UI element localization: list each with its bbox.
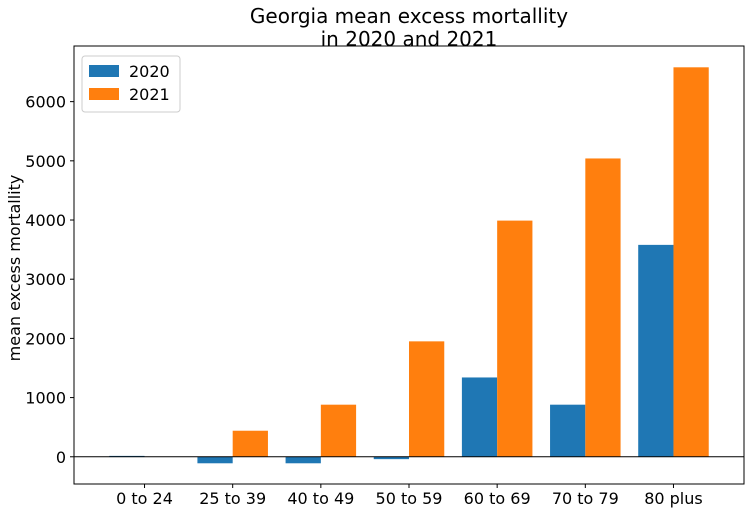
x-tick-label: 60 to 69 — [464, 489, 531, 508]
bar-2021-60-to-69 — [497, 221, 532, 457]
y-tick-label: 2000 — [25, 329, 66, 348]
bar-2020-60-to-69 — [462, 377, 497, 456]
legend-swatch-2020 — [89, 65, 119, 77]
bar-2020-40-to-49 — [286, 457, 321, 464]
bar-2021-80-plus — [673, 67, 708, 456]
y-tick-label: 4000 — [25, 211, 66, 230]
y-tick-label: 1000 — [25, 389, 66, 408]
plot-area: 0 1000 2000 3000 4000 5000 6000 0 to 24 25 to 39… — [25, 46, 744, 508]
bar-2021-50-to-59 — [409, 341, 444, 456]
chart-title-line2: in 2020 and 2021 — [321, 27, 498, 51]
bar-2021-40-to-49 — [321, 405, 356, 457]
bar-2021-70-to-79 — [585, 158, 620, 456]
legend-label-2020: 2020 — [129, 62, 170, 81]
legend-label-2021: 2021 — [129, 85, 170, 104]
y-tick-label: 3000 — [25, 270, 66, 289]
x-tick-label: 40 to 49 — [287, 489, 354, 508]
x-tick-label: 70 to 79 — [552, 489, 619, 508]
x-tick-label: 50 to 59 — [376, 489, 443, 508]
bar-2020-80-plus — [638, 245, 673, 457]
y-tick-label: 0 — [56, 448, 66, 467]
y-tick-label: 6000 — [25, 93, 66, 112]
bar-2021-25-to-39 — [233, 431, 268, 457]
bar-2020-25-to-39 — [197, 457, 232, 464]
x-tick-label: 80 plus — [644, 489, 703, 508]
y-tick-label: 5000 — [25, 152, 66, 171]
y-axis-label: mean excess mortallity — [5, 175, 24, 362]
legend-swatch-2021 — [89, 88, 119, 100]
bar-2020-70-to-79 — [550, 405, 585, 457]
legend: 2020 2021 — [82, 56, 180, 112]
chart-title-line1: Georgia mean excess mortallity — [250, 4, 568, 28]
x-tick-label: 0 to 24 — [116, 489, 173, 508]
x-tick-label: 25 to 39 — [199, 489, 266, 508]
